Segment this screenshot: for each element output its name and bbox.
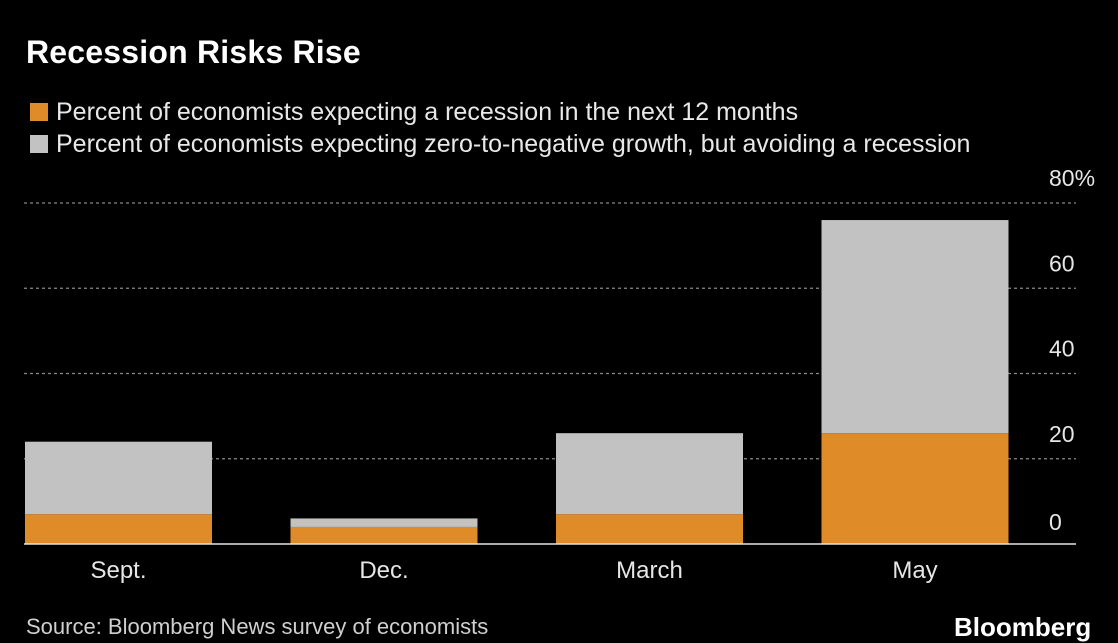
y-tick-label: 80% xyxy=(1049,165,1095,191)
y-tick-label: 60 xyxy=(1049,250,1075,276)
bar-zero-growth xyxy=(821,220,1009,434)
bar-zero-growth xyxy=(556,433,743,515)
bar-recession xyxy=(556,514,743,544)
legend: Percent of economists expecting a recess… xyxy=(30,96,970,160)
legend-label-zero-growth: Percent of economists expecting zero-to-… xyxy=(56,129,971,158)
bar-recession xyxy=(25,514,212,544)
stacked-bar-chart: 0 20 40 60 80% Sept. Dec. March May xyxy=(24,165,1095,584)
x-tick-label: May xyxy=(892,557,937,584)
bar-recession xyxy=(290,526,478,544)
bar-zero-growth xyxy=(290,518,478,527)
chart-title: Recession Risks Rise xyxy=(26,34,361,70)
bar-zero-growth xyxy=(25,441,212,515)
legend-item-zero-growth: Percent of economists expecting zero-to-… xyxy=(30,128,970,160)
legend-item-recession: Percent of economists expecting a recess… xyxy=(30,96,970,128)
y-tick-label: 20 xyxy=(1049,421,1075,447)
y-tick-label: 0 xyxy=(1049,509,1062,535)
bar-recession xyxy=(821,433,1009,544)
x-tick-label: March xyxy=(616,557,683,584)
x-tick-label: Dec. xyxy=(359,557,408,584)
x-tick-label: Sept. xyxy=(90,557,146,584)
source-note: Source: Bloomberg News survey of economi… xyxy=(26,614,489,639)
legend-swatch-recession xyxy=(30,103,48,121)
legend-swatch-zero-growth xyxy=(30,135,48,153)
y-tick-label: 40 xyxy=(1049,336,1075,362)
legend-label-recession: Percent of economists expecting a recess… xyxy=(56,97,799,126)
